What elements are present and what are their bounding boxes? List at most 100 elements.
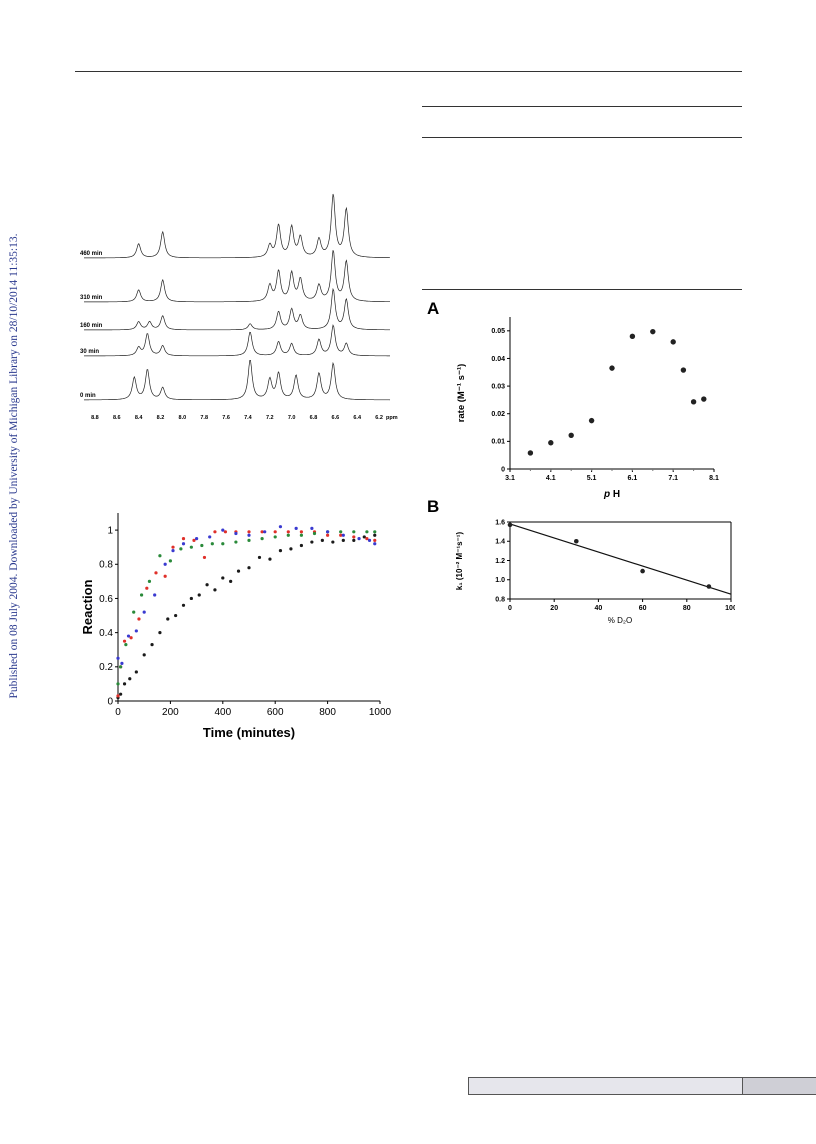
data-point <box>132 610 136 614</box>
nmr-trace-group <box>84 193 391 401</box>
y-tick-label: 1.4 <box>495 539 505 546</box>
data-point <box>223 530 228 534</box>
nmr-axis-tick-label: 8.8 <box>91 415 99 421</box>
data-point <box>163 574 167 578</box>
data-point <box>119 692 123 696</box>
data-point <box>507 522 513 528</box>
table-rule-middle <box>422 137 742 138</box>
y-tick-label: 0.8 <box>99 560 113 571</box>
data-point <box>154 571 158 575</box>
data-point <box>701 396 707 402</box>
data-point <box>670 339 676 345</box>
x-tick-label: 60 <box>639 605 647 612</box>
data-point <box>195 537 199 541</box>
data-point <box>213 530 217 534</box>
sidebar-publication-note: Published on 08 July 2004. Downloaded by… <box>8 233 20 699</box>
y-tick-label: 0 <box>501 466 505 473</box>
data-point <box>205 583 209 587</box>
y-tick-label: 1 <box>107 525 113 536</box>
nmr-trace-label: 310 min <box>80 295 103 301</box>
nmr-axis-tick-label: 7.0 <box>288 415 296 421</box>
data-point <box>181 537 186 541</box>
x-tick-label: 1000 <box>369 707 392 718</box>
data-point <box>145 586 149 590</box>
data-point <box>260 530 264 534</box>
data-point <box>221 576 225 580</box>
data-point <box>158 554 162 558</box>
y-axis-label: Reaction <box>80 579 95 634</box>
data-point <box>278 525 283 529</box>
data-point <box>210 542 214 546</box>
data-point <box>163 562 167 566</box>
table-rule-bottom <box>422 289 742 290</box>
fit-line <box>509 523 732 595</box>
y-tick-label: 0.2 <box>99 662 113 673</box>
x-axis-label: p H <box>603 489 620 500</box>
data-point <box>310 526 314 530</box>
data-point <box>189 545 193 549</box>
x-tick-label: 80 <box>683 605 691 612</box>
data-point <box>352 538 356 542</box>
data-point <box>247 538 251 542</box>
data-point <box>120 661 124 665</box>
data-point <box>629 333 636 340</box>
data-point <box>189 596 193 601</box>
data-point <box>142 610 146 614</box>
nmr-axis-tick-label: 6.4 <box>353 415 362 421</box>
data-point <box>134 670 138 674</box>
data-point <box>680 367 687 373</box>
x-tick-label: 600 <box>267 707 284 718</box>
data-point <box>122 639 127 643</box>
data-point <box>221 528 225 532</box>
x-tick-label: 4.1 <box>546 475 556 482</box>
x-tick-label: 7.1 <box>668 475 678 482</box>
data-point <box>609 365 615 371</box>
nmr-trace-label: 160 min <box>80 323 103 329</box>
data-point <box>200 543 204 548</box>
y-tick-label: 0.6 <box>99 594 113 605</box>
data-point <box>286 533 290 537</box>
data-point <box>326 533 330 537</box>
y-tick-label: 1.2 <box>495 558 505 565</box>
x-tick-label: 200 <box>162 707 179 718</box>
nmr-axis-tick-label: 7.8 <box>200 415 208 421</box>
data-point <box>352 530 356 534</box>
data-point <box>273 530 277 534</box>
data-point <box>640 568 645 574</box>
header-rule <box>75 71 742 72</box>
data-point <box>341 533 345 537</box>
nmr-axis-tick-label: 8.2 <box>157 415 165 421</box>
data-point <box>128 677 132 681</box>
data-point <box>116 656 120 660</box>
nmr-trace <box>84 324 390 357</box>
data-point <box>289 547 293 551</box>
table-rule-top <box>422 106 742 107</box>
nmr-axis-tick-label: 7.2 <box>266 415 274 421</box>
y-tick-label: 0.05 <box>491 328 505 335</box>
footer-box <box>742 1077 816 1095</box>
data-point <box>310 540 314 544</box>
x-tick-label: 400 <box>214 707 231 718</box>
data-point <box>527 450 534 456</box>
x-tick-label: 3.1 <box>505 475 515 482</box>
data-point <box>150 643 154 647</box>
data-point <box>129 636 133 640</box>
nmr-trace-label: 0 min <box>80 393 96 399</box>
nmr-axis-unit: ppm <box>386 415 398 421</box>
data-point <box>352 535 356 539</box>
x-tick-label: 5.1 <box>587 475 597 482</box>
data-point <box>166 617 170 621</box>
data-point <box>339 533 343 537</box>
y-tick-label: 0.4 <box>99 628 113 639</box>
data-point <box>373 538 377 542</box>
data-point <box>202 555 207 560</box>
y-tick-label: 0.03 <box>491 383 505 390</box>
x-axis-label: Time (minutes) <box>203 725 295 740</box>
data-point <box>153 593 157 597</box>
data-point <box>326 530 330 534</box>
data-point <box>139 593 144 597</box>
x-tick-label: 0 <box>115 707 121 718</box>
y-tick-label: 0.02 <box>491 411 505 418</box>
data-point <box>181 603 186 607</box>
nmr-axis-tick-label: 8.4 <box>135 415 144 421</box>
